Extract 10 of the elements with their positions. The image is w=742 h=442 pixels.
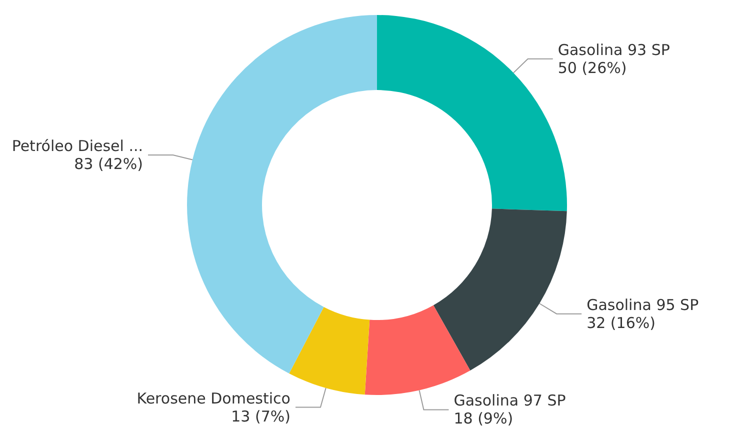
slice-label: Kerosene Domestico — [136, 389, 290, 408]
data-label: 32 (16%) — [586, 314, 656, 332]
slice-label: Gasolina 95 SP — [586, 296, 699, 314]
slice-label: Gasolina 97 SP — [454, 392, 566, 410]
slice-label: Gasolina 93 SP — [558, 40, 670, 59]
data-label: 50 (26%) — [558, 58, 627, 77]
slice-label: Petróleo Diesel ... — [12, 136, 144, 155]
data-label: 18 (9%) — [454, 410, 514, 428]
data-label: 13 (7%) — [231, 407, 290, 426]
data-label: 83 (42%) — [74, 154, 144, 173]
